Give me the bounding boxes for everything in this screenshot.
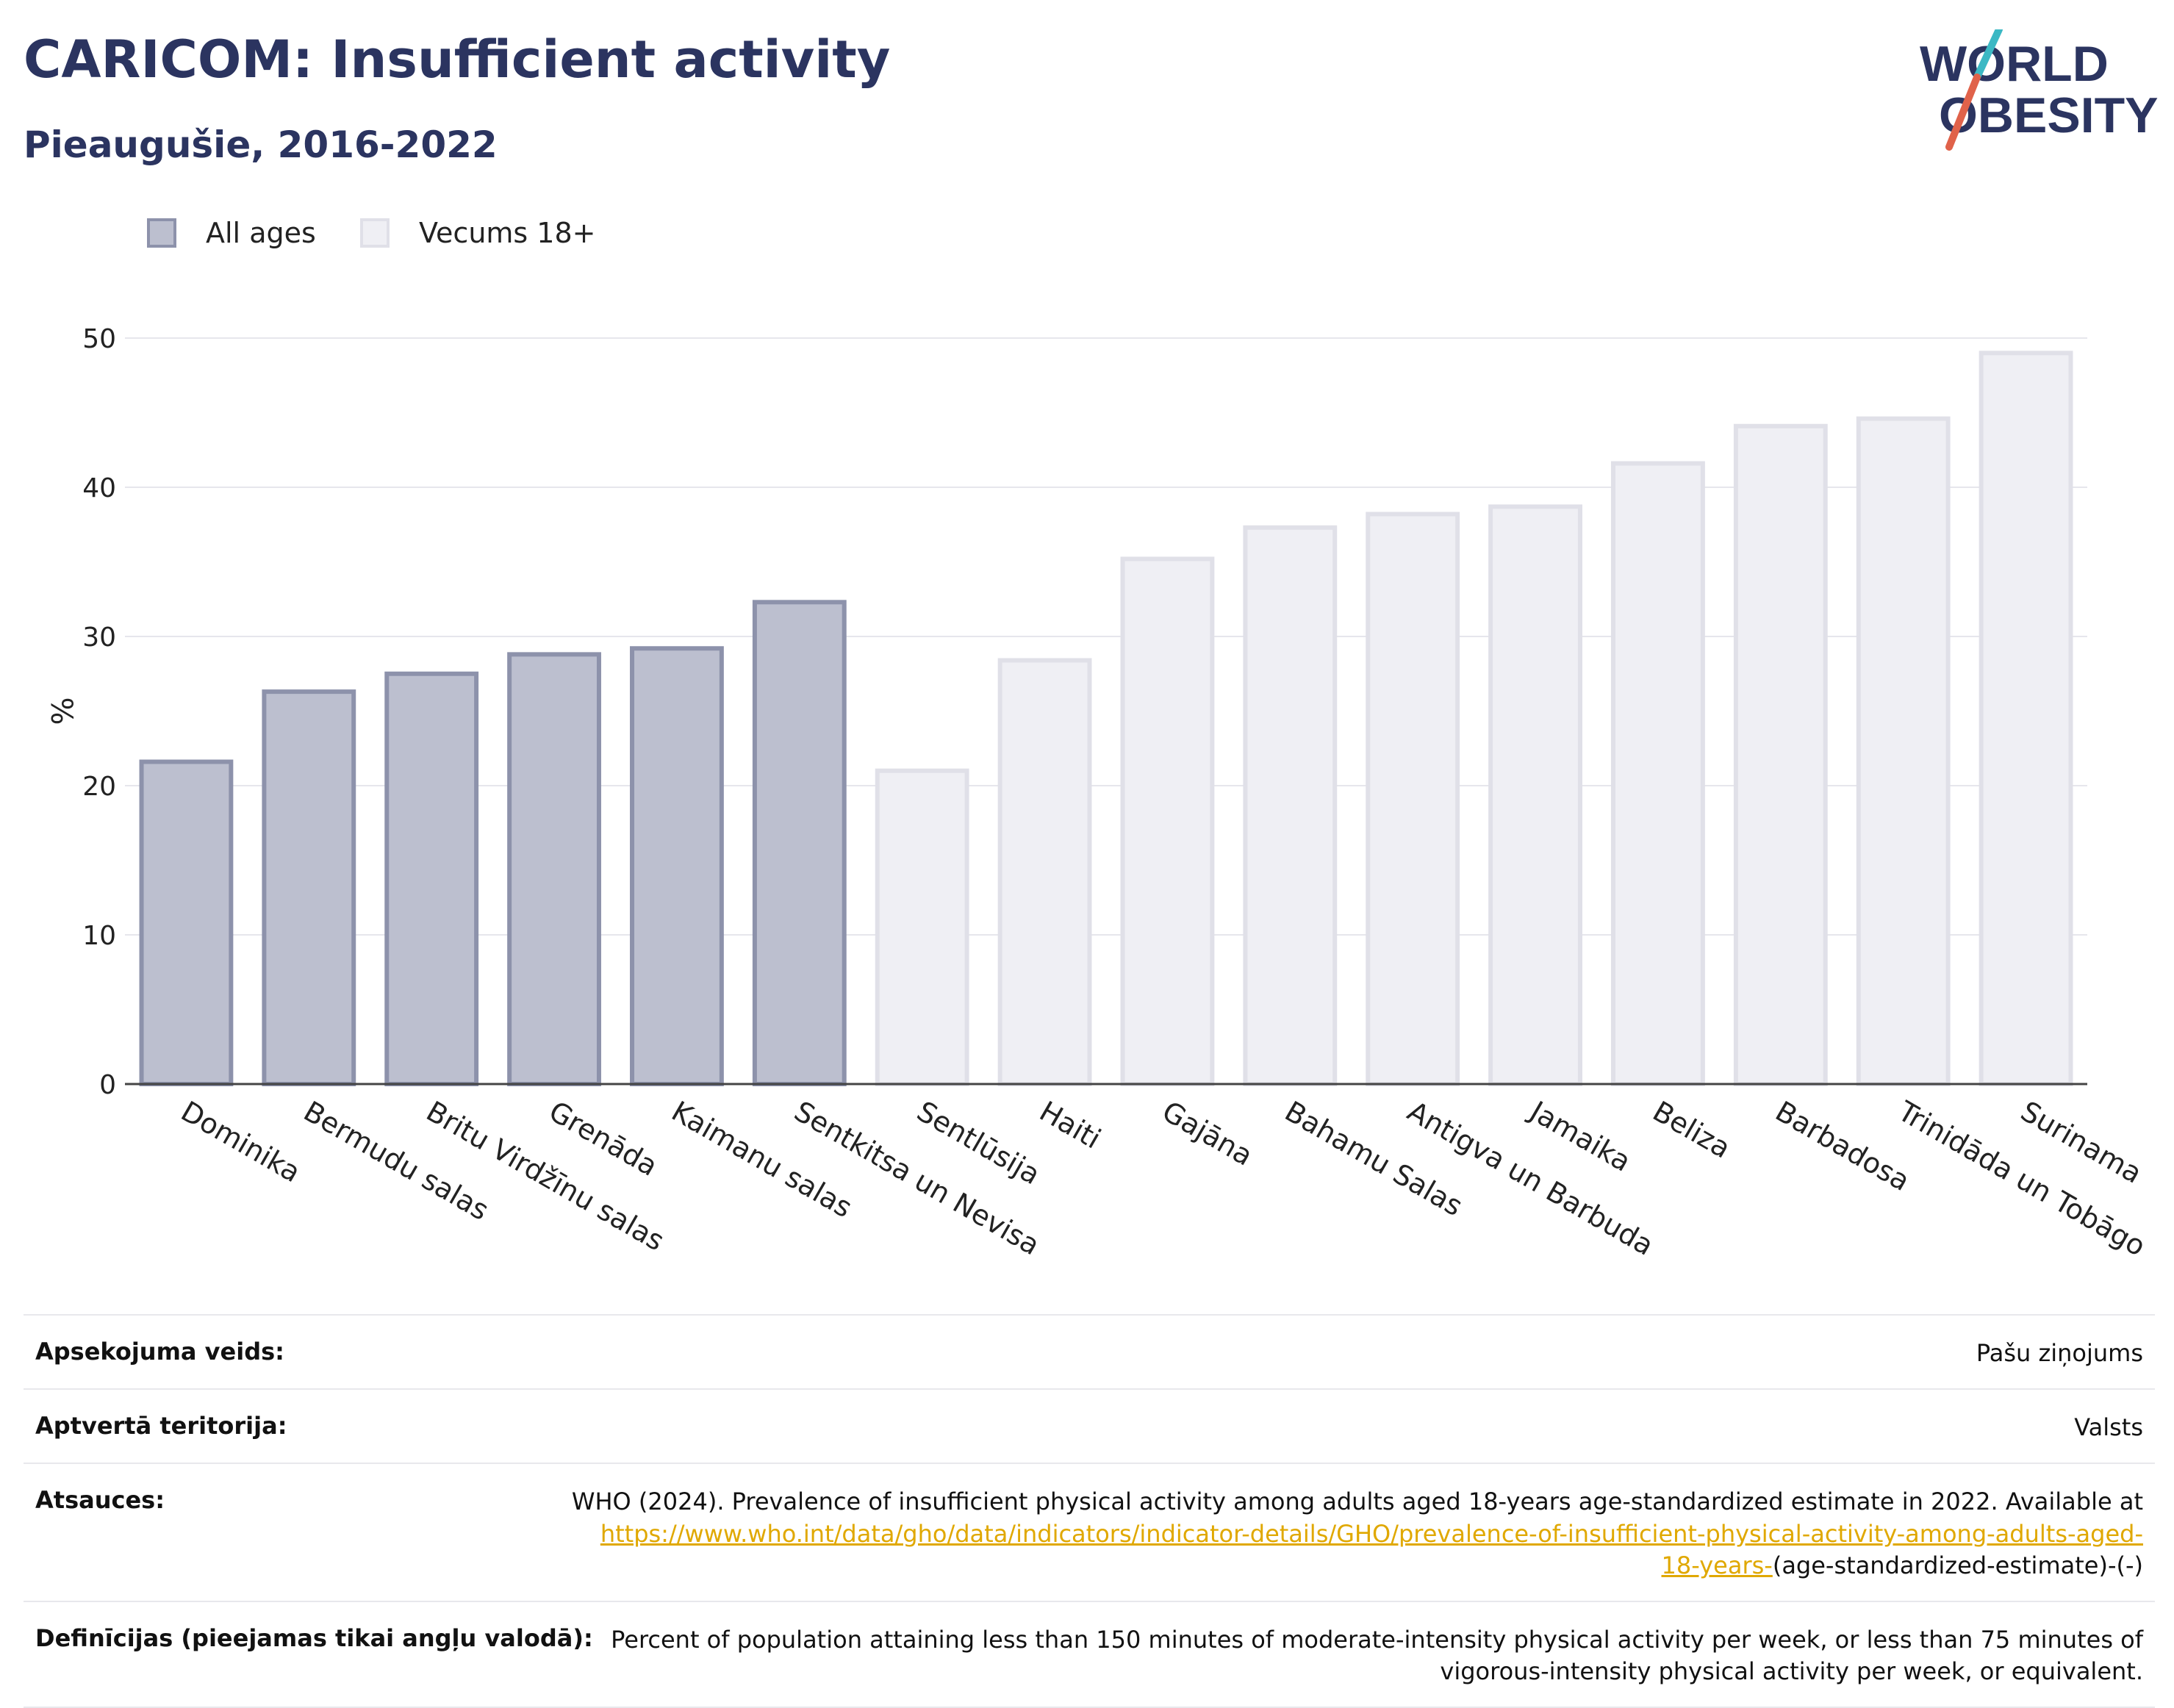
meta-value: Percent of population attaining less tha…	[611, 1625, 2143, 1686]
meta-row-coverage: Aptvertā teritorija: Valsts	[24, 1388, 2155, 1463]
meta-value-references: WHO (2024). Prevalence of insufficient p…	[563, 1486, 2143, 1582]
bar[interactable]	[1243, 525, 1338, 1086]
meta-label: Aptvertā teritorija:	[35, 1412, 287, 1440]
y-tick-label: 40	[82, 473, 116, 503]
legend-swatch-all-ages	[147, 218, 176, 248]
bar[interactable]	[1733, 423, 1828, 1086]
bar[interactable]	[1979, 351, 2073, 1087]
x-tick-label: Dominika	[176, 1095, 306, 1189]
bar[interactable]	[139, 759, 234, 1087]
y-tick-label: 10	[82, 921, 116, 951]
world-obesity-logo: WORLD OBESITY	[1920, 29, 2159, 151]
legend-label: All ages	[206, 217, 316, 249]
chart-title: CARICOM: Insufficient activity	[24, 29, 891, 90]
bar[interactable]	[384, 671, 479, 1086]
x-tick-label: Beliza	[1647, 1095, 1736, 1165]
x-tick-label: Barbadosa	[1770, 1095, 1915, 1198]
metadata-table: Apsekojuma veids: Pašu ziņojums Aptvertā…	[24, 1314, 2155, 1708]
reference-suffix: (age-standardized-estimate)-(-)	[1772, 1551, 2143, 1579]
bar[interactable]	[1488, 504, 1582, 1086]
y-axis-label: %	[44, 697, 78, 725]
legend-item-18plus[interactable]: Vecums 18+	[360, 217, 596, 249]
chart-subtitle: Pieaugušie, 2016-2022	[24, 123, 498, 166]
meta-row-references: Atsauces: WHO (2024). Prevalence of insu…	[24, 1463, 2155, 1601]
meta-value: Valsts	[2074, 1413, 2143, 1442]
logo-line2: OBESITY	[1939, 87, 2159, 143]
x-tick-label: Gajāna	[1157, 1095, 1258, 1172]
bar[interactable]	[1120, 556, 1215, 1086]
bar[interactable]	[1611, 461, 1705, 1086]
bar[interactable]	[1856, 416, 1951, 1086]
reference-link[interactable]: https://www.who.int/data/gho/data/indica…	[600, 1519, 2143, 1579]
y-tick-label: 20	[82, 772, 116, 802]
bar[interactable]	[1366, 512, 1460, 1087]
meta-row-definitions: Definīcijas (pieejamas tikai angļu valod…	[24, 1600, 2155, 1708]
meta-label: Atsauces:	[35, 1486, 165, 1515]
y-tick-label: 30	[82, 622, 116, 653]
y-tick-label: 0	[99, 1070, 116, 1100]
bar[interactable]	[752, 600, 847, 1086]
meta-label: Definīcijas (pieejamas tikai angļu valod…	[35, 1623, 593, 1652]
bar[interactable]	[997, 658, 1092, 1086]
y-tick-label: 50	[82, 324, 116, 354]
meta-label: Apsekojuma veids:	[35, 1338, 284, 1366]
meta-row-survey-type: Apsekojuma veids: Pašu ziņojums	[24, 1314, 2155, 1388]
legend-item-all-ages[interactable]: All ages	[147, 217, 316, 249]
bar[interactable]	[262, 689, 356, 1086]
bar[interactable]	[630, 646, 724, 1086]
meta-value: Pašu ziņojums	[1976, 1339, 2143, 1367]
x-tick-label: Haiti	[1034, 1095, 1106, 1155]
bar[interactable]	[875, 768, 969, 1086]
legend-label: Vecums 18+	[419, 217, 596, 249]
bar[interactable]	[507, 652, 601, 1086]
legend-swatch-18plus	[360, 218, 390, 248]
reference-text: WHO (2024). Prevalence of insufficient p…	[571, 1488, 2143, 1516]
logo-line1: WORLD	[1920, 36, 2109, 92]
